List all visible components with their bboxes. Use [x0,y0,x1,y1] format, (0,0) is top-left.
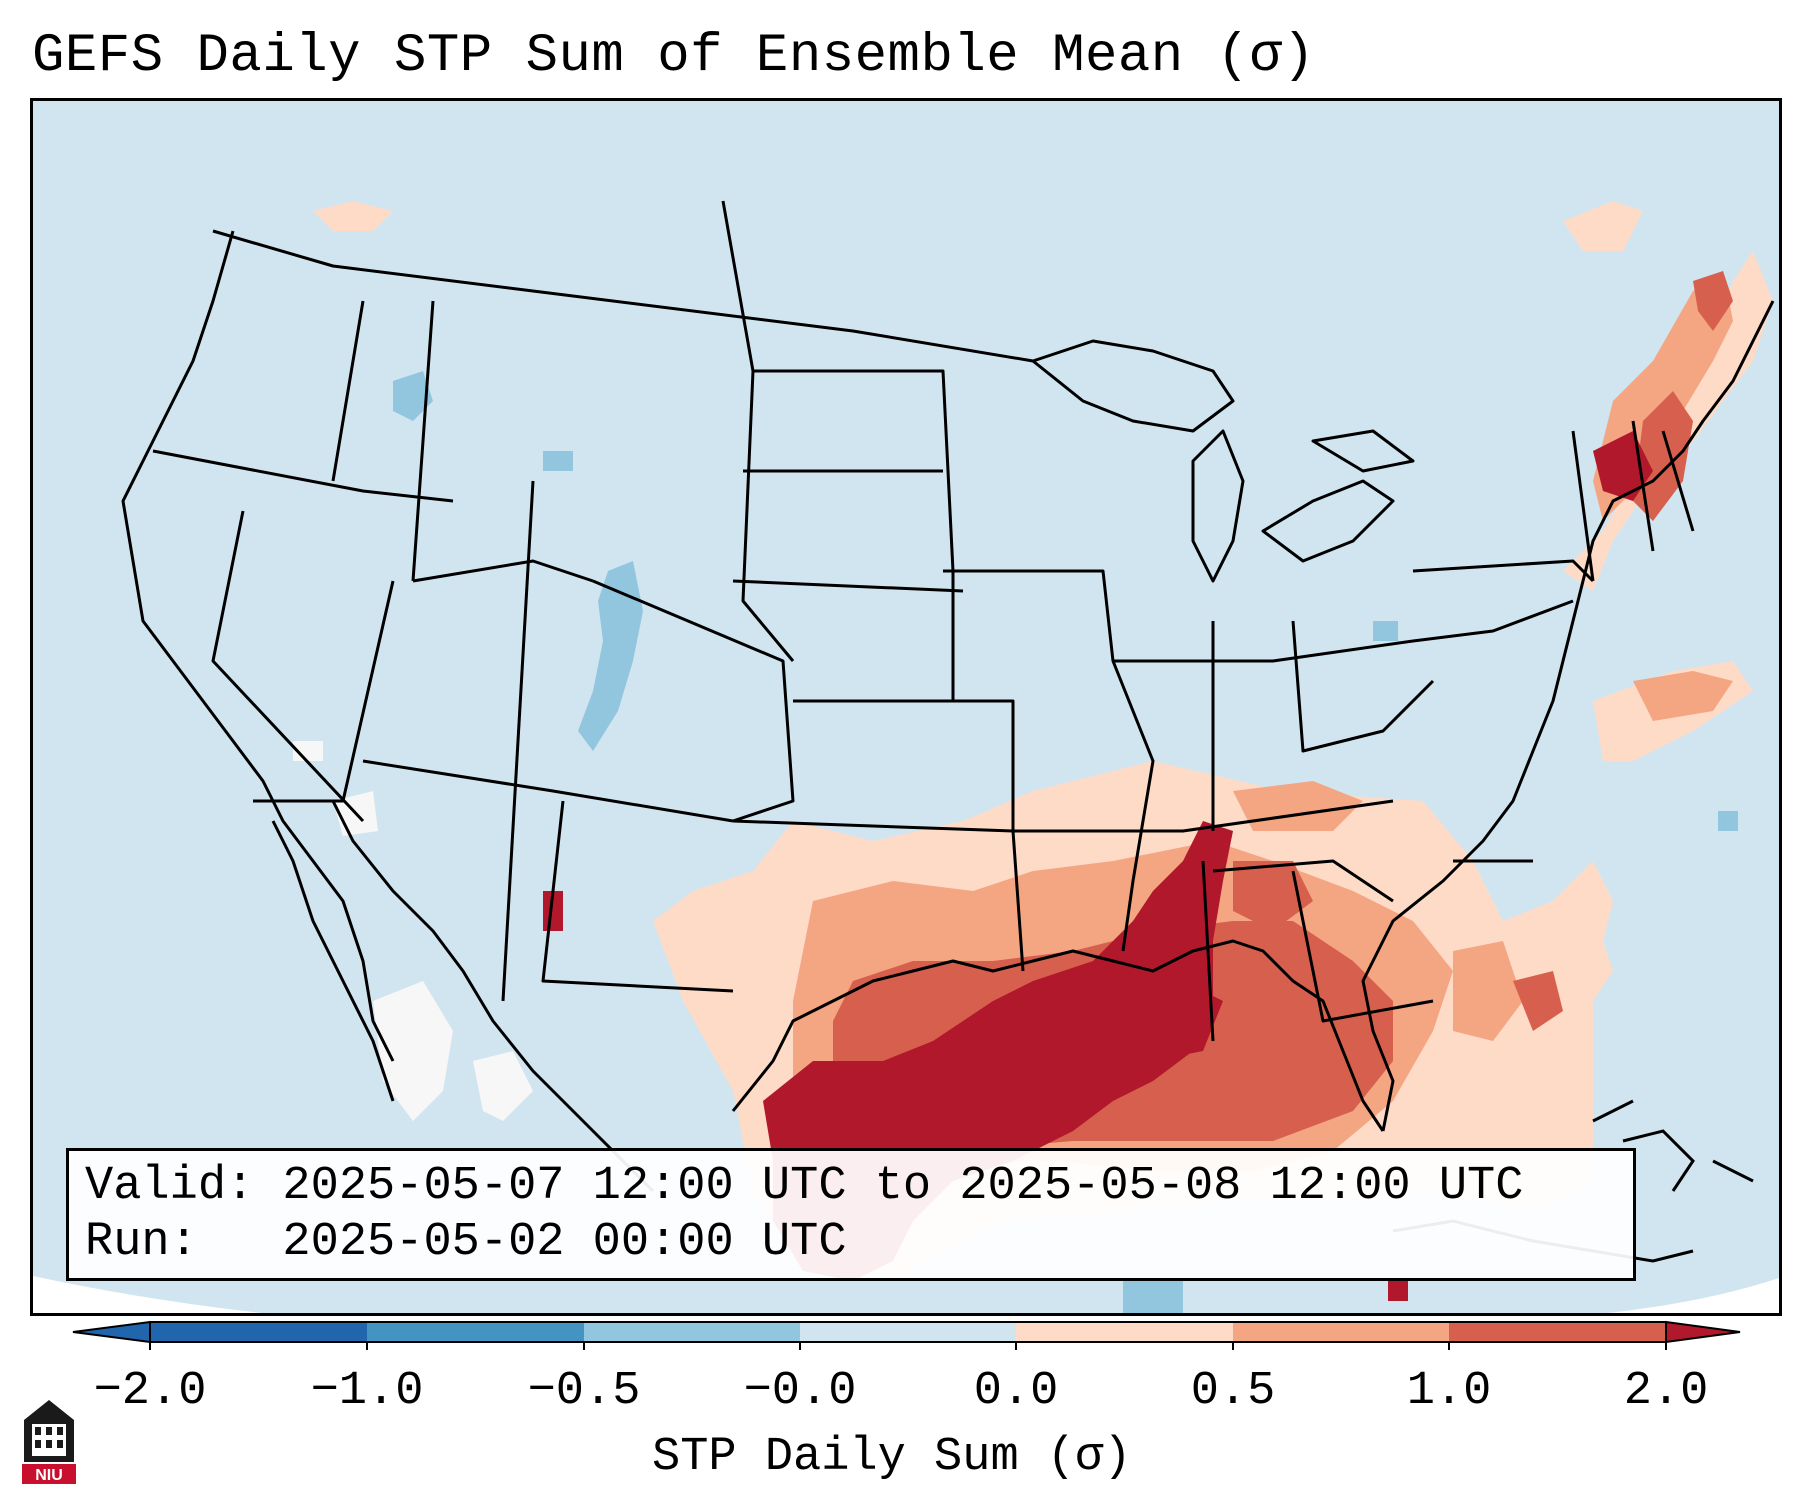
borders [121,200,1775,1193]
stp-field-negative [393,371,1738,1313]
colorbar-bin [1233,1322,1449,1342]
colorbar-bin [1449,1322,1666,1342]
colorbar-label: STP Daily Sum (σ) [652,1431,1132,1484]
colorbar-tick-label: −0.5 [527,1365,641,1418]
projection-edge [1607,1277,1779,1313]
projection-edge [33,1276,262,1313]
colorbar [72,1320,1741,1350]
stp-map [33,200,1779,1313]
niu-logo-icon: NIU [22,1400,76,1484]
colorbar-bin [367,1322,584,1342]
stp-field-neutral [293,741,533,1121]
colorbar-bin [584,1322,800,1342]
colorbar-tick-label: 1.0 [1406,1365,1492,1418]
run-time-text: Run: 2025-05-02 00:00 UTC [85,1216,847,1269]
colorbar-tick-label: 0.5 [1190,1365,1276,1418]
colorbar-tick-label: −2.0 [93,1365,207,1418]
colorbar-extend-high [1665,1320,1741,1344]
colorbar-tick-label: 0.0 [973,1365,1059,1418]
logo-text: NIU [35,1467,63,1484]
map-panel [30,98,1782,1316]
valid-time-text: Valid: 2025-05-07 12:00 UTC to 2025-05-0… [85,1160,1524,1213]
colorbar-tick-label: 2.0 [1623,1365,1709,1418]
colorbar-tick-label: −1.0 [310,1365,424,1418]
map-title: GEFS Daily STP Sum of Ensemble Mean (σ) [32,26,1316,87]
colorbar-bin [150,1322,367,1342]
colorbar-extend-low [72,1320,151,1344]
colorbar-tick-label: −0.0 [743,1365,857,1418]
colorbar-bin [800,1322,1016,1342]
valid-run-info-box: Valid: 2025-05-07 12:00 UTC to 2025-05-0… [66,1148,1636,1281]
colorbar-bin [1016,1322,1233,1342]
